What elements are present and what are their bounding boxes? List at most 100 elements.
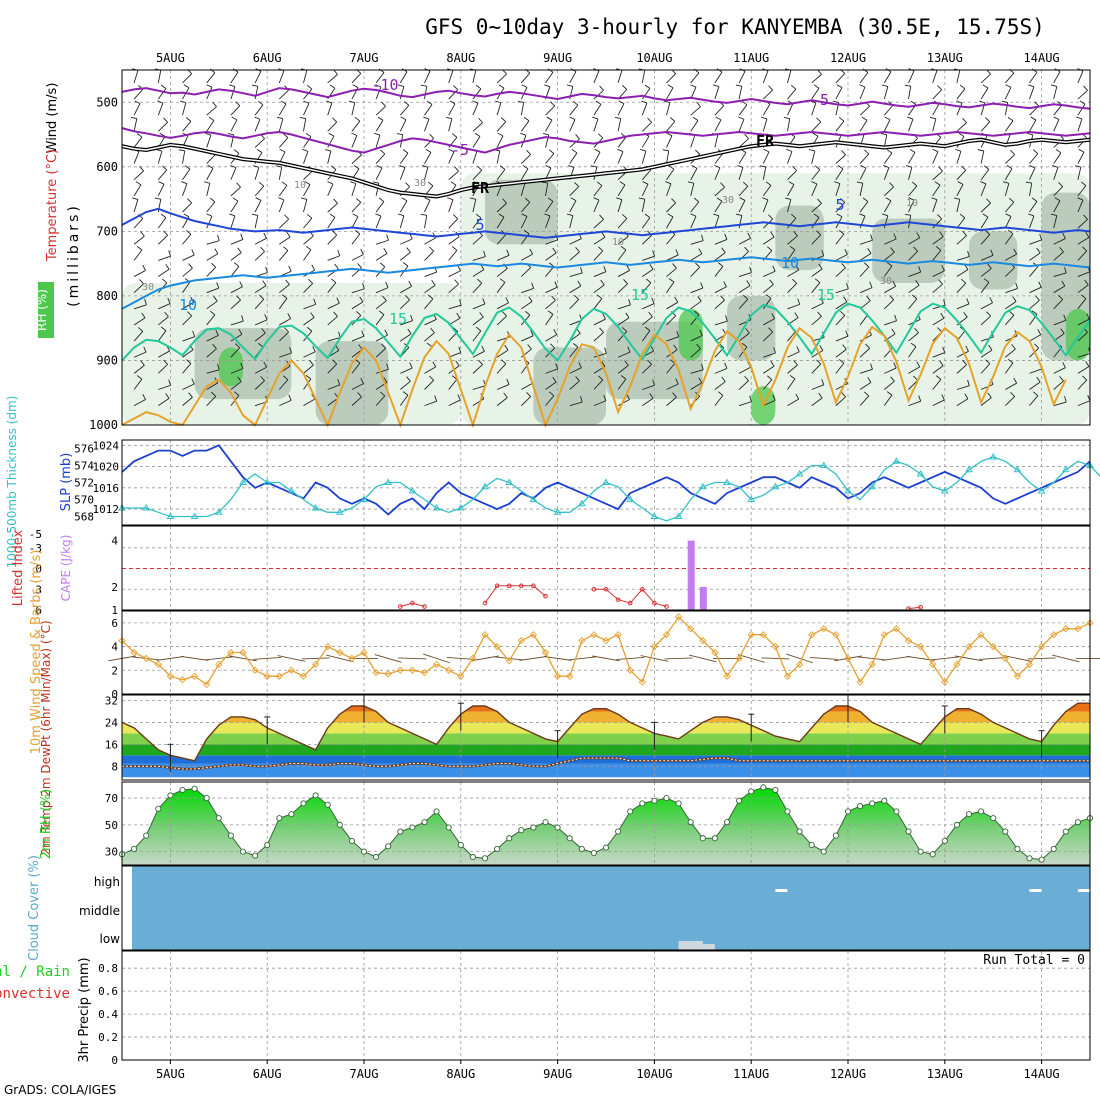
- wind-barb-staff: [932, 399, 945, 407]
- wind-barb-staff: [472, 385, 486, 390]
- thickness-point: [747, 495, 756, 502]
- wind-barb: [642, 393, 654, 407]
- wind-barb-feather: [425, 148, 432, 153]
- wind-barb: [424, 395, 438, 407]
- wind-barb-staff: [1005, 382, 1017, 390]
- wind-barb-staff: [811, 74, 822, 84]
- wind-barb: [158, 250, 172, 261]
- wind-barb-staff: [351, 362, 361, 374]
- rh2m-point: [748, 788, 755, 795]
- wind-barb-staff: [472, 169, 483, 181]
- wind-barb-staff: [1077, 166, 1082, 180]
- wind-barb: [884, 362, 897, 374]
- wind-barb-staff: [278, 166, 283, 180]
- wind-barb: [1029, 68, 1038, 84]
- wind-barb-staff: [157, 217, 167, 229]
- wind-barb-staff: [569, 251, 580, 261]
- rh-shading-cell-mid: [533, 347, 606, 425]
- wind10-speed-point: [517, 637, 525, 645]
- wind-barb-feather: [479, 312, 484, 318]
- wind-barb-feather: [961, 278, 967, 284]
- wind-barb: [690, 296, 702, 310]
- wind-barb-staff: [303, 184, 311, 197]
- wind-barb-staff: [641, 183, 649, 197]
- wind-barb-staff: [666, 87, 674, 100]
- wind-barb-staff: [859, 348, 870, 358]
- wind10-speed-point: [360, 648, 368, 657]
- wind-barb-feather: [956, 100, 963, 104]
- wind-barb-feather: [603, 265, 607, 272]
- wind-barb-staff: [859, 167, 867, 180]
- wind-barb: [666, 117, 676, 132]
- wind-barb: [884, 280, 897, 294]
- wind-barb: [1004, 358, 1014, 374]
- wind-barb-feather: [300, 197, 307, 200]
- wind-barb: [738, 181, 749, 197]
- wind10-speed-point: [251, 666, 259, 674]
- wind-barb: [254, 246, 265, 261]
- wind-barb: [880, 133, 888, 148]
- wind-barb: [953, 197, 961, 213]
- wind-barb: [278, 181, 288, 197]
- wind-barb-staff: [811, 363, 822, 374]
- wind-barb-feather: [327, 181, 334, 185]
- wind-barb-staff: [182, 234, 192, 245]
- wind-barb: [932, 85, 943, 100]
- wind-barb-feather: [522, 165, 529, 169]
- wind-barb: [956, 250, 970, 261]
- wind-barb: [375, 234, 389, 245]
- wind-barb: [279, 347, 293, 358]
- wind-barb: [157, 117, 168, 132]
- wind-barb-staff: [883, 215, 889, 229]
- wind-barb-staff: [1077, 118, 1083, 132]
- wind-barb-feather: [299, 117, 306, 119]
- lifted-index-tick-label: 0: [35, 563, 42, 576]
- wind-barb-staff: [859, 252, 872, 261]
- wind-barb-staff: [327, 135, 335, 148]
- wind-barb: [448, 166, 459, 181]
- wind-barb-staff: [133, 103, 141, 116]
- wind-barb-feather: [820, 297, 824, 304]
- wind-barb-feather: [547, 68, 554, 73]
- wind-barb-feather: [768, 214, 773, 220]
- wind-barb-staff: [303, 351, 316, 358]
- wind-barb-staff: [666, 254, 679, 261]
- wind10-speed-point: [311, 660, 320, 668]
- wind-barb: [229, 84, 236, 100]
- wind-barb-feather: [498, 84, 505, 89]
- wind-barb-staff: [254, 251, 265, 261]
- wind-barb-staff: [932, 218, 943, 229]
- wind-barb: [835, 150, 846, 164]
- wind-barb-staff: [1029, 381, 1041, 390]
- wind-barb-staff: [714, 86, 720, 100]
- wind-barb-staff: [666, 102, 671, 116]
- wind-barb-feather: [310, 312, 315, 318]
- wind-barb: [496, 278, 506, 293]
- wind-barb-feather: [459, 299, 462, 306]
- wind10-speed-point: [989, 642, 997, 651]
- wind-barb: [641, 359, 652, 374]
- wind-barb-staff: [980, 349, 993, 358]
- wind-barb-feather: [305, 245, 312, 251]
- wind-barb-feather: [1006, 165, 1013, 169]
- wind-barb-feather: [168, 379, 172, 386]
- wind-barb-feather: [136, 246, 143, 251]
- wind-barb: [206, 197, 216, 213]
- wind-barb: [327, 311, 338, 326]
- wind-barb: [399, 197, 408, 213]
- wind-barb: [544, 213, 551, 229]
- wind-barb-feather: [763, 148, 770, 153]
- wind-barb-feather: [985, 230, 991, 235]
- wind-barb-staff: [883, 119, 891, 132]
- temperature-band: [122, 755, 1090, 764]
- wind-barb: [326, 100, 333, 116]
- wind-barb-staff: [617, 249, 627, 261]
- wind-barb-staff: [182, 281, 191, 293]
- wind-barb-feather: [138, 327, 144, 332]
- wind-barb: [230, 233, 244, 245]
- temperature-legend-label: Temperature (°C): [45, 149, 60, 262]
- wind-barb-staff: [835, 254, 848, 261]
- wind-barb-feather: [1005, 84, 1012, 88]
- wind-barb-staff: [1053, 200, 1061, 213]
- wind-barb: [397, 213, 405, 229]
